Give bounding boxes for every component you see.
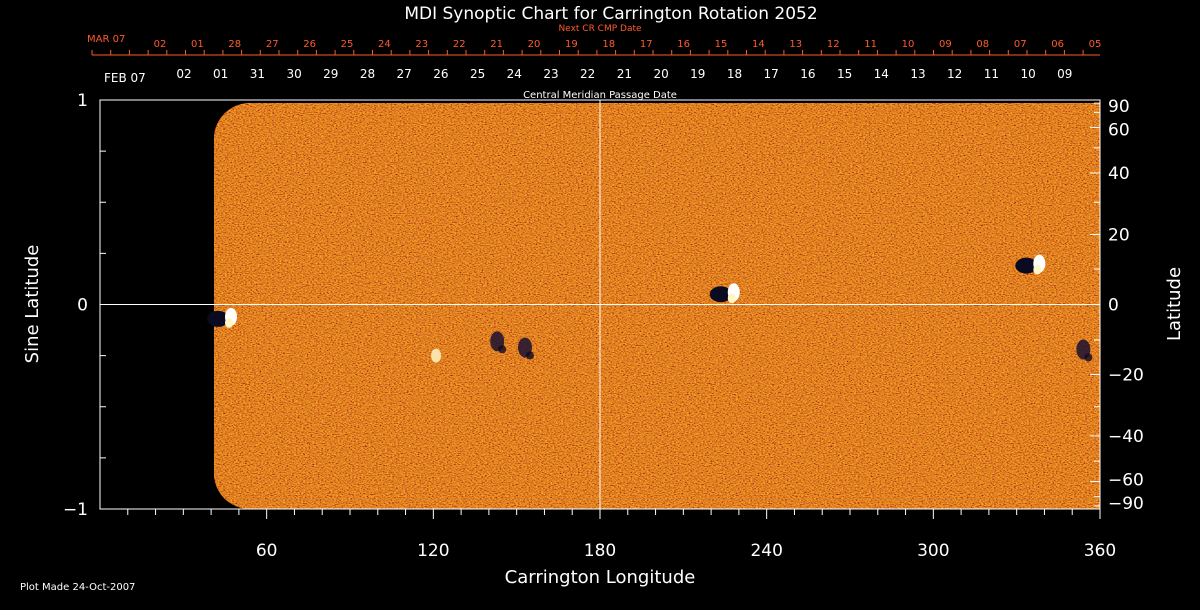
next-axis-date: 26 <box>303 39 316 50</box>
top-axis-date: 15 <box>837 67 852 81</box>
magnetic-feature-negative <box>518 337 534 360</box>
next-axis-date: 27 <box>266 39 279 50</box>
next-axis-date: 10 <box>902 39 915 50</box>
magnetic-feature-bipolar <box>1015 254 1046 275</box>
x-tick-label: 180 <box>584 541 616 561</box>
next-axis-date: 08 <box>976 39 989 50</box>
next-axis-ticks: 02 01 28 27 26 25 24 23 22 21 20 19 18 17 16 15 14 13 12 11… <box>91 39 1102 55</box>
next-axis-date: 14 <box>752 39 765 50</box>
right-tick-label: 20 <box>1108 226 1130 246</box>
next-axis-label: Next CR CMP Date <box>558 24 642 34</box>
right-tick-label: 60 <box>1108 120 1130 140</box>
top-axis-date: 01 <box>213 67 228 81</box>
right-tick-label: −20 <box>1108 365 1144 385</box>
top-axis-date: 23 <box>543 67 558 81</box>
next-axis-date: 07 <box>1014 39 1027 50</box>
next-axis-date: 19 <box>565 39 578 50</box>
top-axis-date: 14 <box>874 67 889 81</box>
top-axis-date: 09 <box>1057 67 1072 81</box>
x-tick-label: 300 <box>917 541 949 561</box>
right-tick-label: 0 <box>1108 296 1119 316</box>
right-tick-label: −40 <box>1108 427 1144 447</box>
next-axis-date: 05 <box>1089 39 1102 50</box>
next-axis-date: 24 <box>378 39 391 50</box>
next-axis-date: 22 <box>453 39 466 50</box>
top-axis-date: 26 <box>433 67 448 81</box>
top-axis-date: 18 <box>727 67 742 81</box>
top-axis-date: 24 <box>507 67 522 81</box>
plot-made-note: Plot Made 24-Oct-2007 <box>20 582 135 593</box>
top-axis-label: Central Meridian Passage Date <box>523 90 677 101</box>
left-tick-label: 0 <box>77 296 88 316</box>
next-axis-date: 09 <box>939 39 952 50</box>
next-axis-date: 17 <box>640 39 653 50</box>
right-axis-ticks: 90 60 40 20 0 −20 −40 −60 −90 <box>1090 97 1144 514</box>
field-texture <box>213 103 1100 509</box>
top-axis-date: 16 <box>800 67 815 81</box>
top-axis-date: 17 <box>764 67 779 81</box>
next-axis-date: 16 <box>677 39 690 50</box>
x-axis-ticks: 60 120 180 240 300 360 <box>127 509 1116 561</box>
magnetic-feature-bipolar <box>207 307 237 328</box>
next-axis-date: 06 <box>1051 39 1064 50</box>
right-tick-label: −90 <box>1108 494 1144 514</box>
left-tick-label: −1 <box>63 500 88 520</box>
top-axis-date: 12 <box>947 67 962 81</box>
top-axis-date: 13 <box>910 67 925 81</box>
top-axis-date: 20 <box>653 67 668 81</box>
next-axis-date: 13 <box>789 39 802 50</box>
next-axis-date: 25 <box>341 39 354 50</box>
right-tick-label: 40 <box>1108 164 1130 184</box>
x-tick-label: 360 <box>1084 541 1116 561</box>
magnetic-feature-negative <box>490 331 507 354</box>
right-tick-label: −60 <box>1108 471 1144 491</box>
left-axis-ticks: 1 0 −1 <box>63 91 110 520</box>
next-axis-date: 21 <box>490 39 503 50</box>
top-axis-date: 10 <box>1020 67 1035 81</box>
synoptic-map <box>207 103 1100 509</box>
x-tick-label: 240 <box>750 541 782 561</box>
top-axis-date: 02 <box>176 67 191 81</box>
next-axis-date: 12 <box>827 39 840 50</box>
left-tick-label: 1 <box>77 91 88 111</box>
x-axis-label: Carrington Longitude <box>505 567 696 588</box>
magnetic-field-map <box>213 103 1100 509</box>
next-axis-date: 20 <box>528 39 541 50</box>
top-axis-date: 19 <box>690 67 705 81</box>
top-axis-date: 21 <box>617 67 632 81</box>
top-axis-date: 25 <box>470 67 485 81</box>
magnetic-feature-bipolar <box>709 283 740 304</box>
next-axis-date: 11 <box>864 39 877 50</box>
x-tick-label: 60 <box>256 541 278 561</box>
top-axis-date: 30 <box>286 67 301 81</box>
next-axis-date: 02 <box>154 39 167 50</box>
next-axis-date: 18 <box>602 39 615 50</box>
top-axis-date: 27 <box>397 67 412 81</box>
y-axis-label-left: Sine Latitude <box>22 245 43 364</box>
chart-title: MDI Synoptic Chart for Carrington Rotati… <box>404 4 817 24</box>
top-axis-ticks: 02 01 31 30 29 28 27 26 25 24 23 22 21 20 19 18 17 16 15 14… <box>176 67 1072 81</box>
right-tick-label: 90 <box>1108 97 1130 117</box>
next-axis-start-label: MAR 07 <box>87 34 125 45</box>
next-axis-date: 01 <box>191 39 204 50</box>
next-axis-date: 28 <box>228 39 241 50</box>
magnetic-feature-negative <box>1076 339 1093 362</box>
magnetic-feature-positive <box>431 348 442 363</box>
x-tick-label: 120 <box>417 541 449 561</box>
top-axis-date: 28 <box>360 67 375 81</box>
top-axis-start-label: FEB 07 <box>104 71 146 85</box>
top-axis-date: 29 <box>323 67 338 81</box>
top-axis-date: 22 <box>580 67 595 81</box>
next-axis-date: 15 <box>715 39 728 50</box>
top-axis-date: 31 <box>250 67 265 81</box>
y-axis-label-right: Latitude <box>1164 267 1185 341</box>
top-axis-date: 11 <box>984 67 999 81</box>
next-axis-date: 23 <box>415 39 428 50</box>
